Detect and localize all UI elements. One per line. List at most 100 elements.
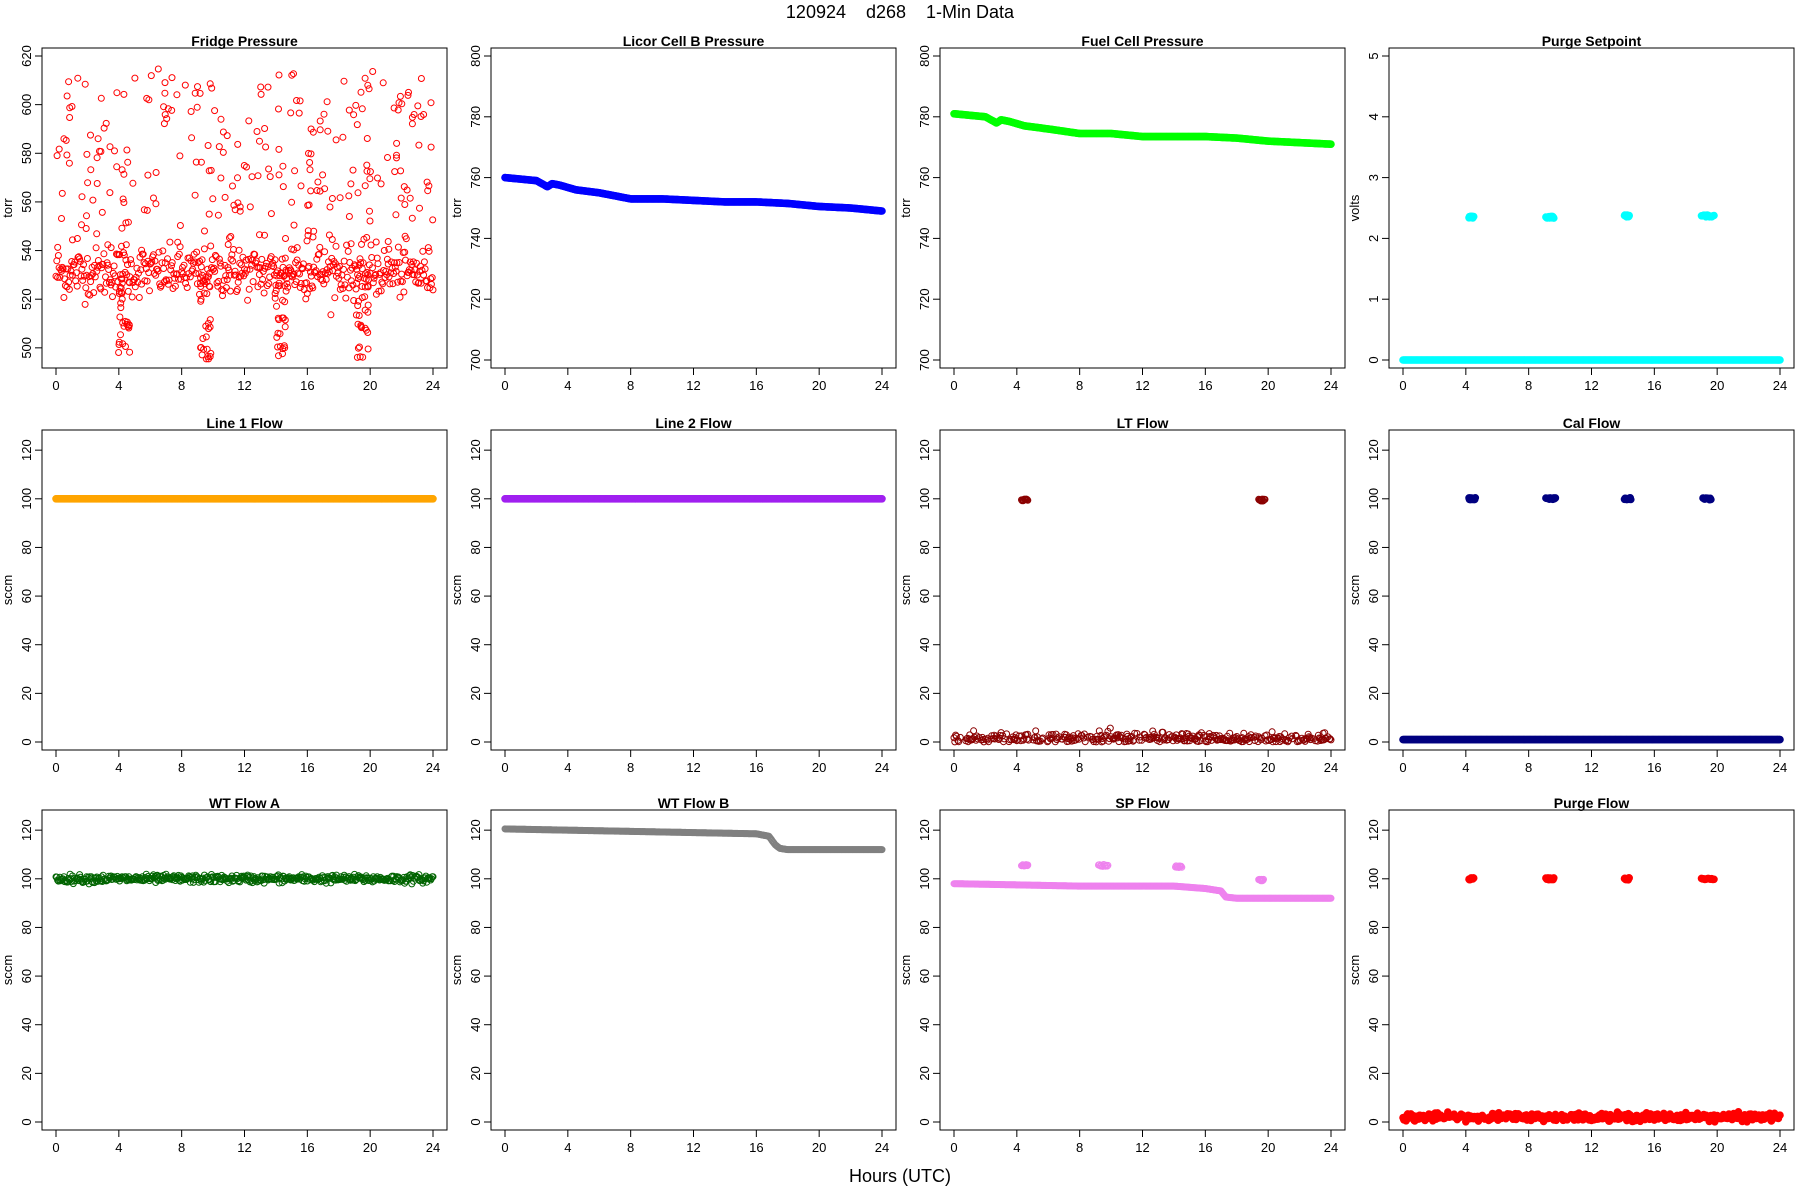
- x-tick-label: 8: [1525, 760, 1532, 775]
- y-axis-label: volts: [1347, 194, 1362, 221]
- data-point: [400, 288, 408, 296]
- data-point: [314, 178, 322, 186]
- x-tick-label: 0: [501, 760, 508, 775]
- data-point: [183, 284, 191, 291]
- data-point: [59, 265, 67, 273]
- data-point: [347, 240, 355, 248]
- data-point: [83, 212, 90, 220]
- data-point: [227, 233, 235, 240]
- data-point: [243, 163, 250, 171]
- data-point: [408, 120, 416, 128]
- data-point: [254, 172, 262, 180]
- data-point: [377, 180, 385, 188]
- data-point: [191, 258, 199, 266]
- data-point: [297, 182, 305, 190]
- data-point: [197, 295, 205, 303]
- data-point: [234, 174, 241, 182]
- data-point: [197, 263, 205, 271]
- data-point: [386, 280, 394, 288]
- data-point: [219, 128, 227, 136]
- x-tick-label: 24: [875, 378, 889, 393]
- data-point: [148, 258, 156, 266]
- panel-title: Fuel Cell Pressure: [1081, 33, 1203, 49]
- data-point: [363, 161, 371, 169]
- y-tick-label: 60: [917, 589, 932, 603]
- data-point: [343, 273, 351, 281]
- data-point: [398, 278, 406, 286]
- x-tick-label: 16: [1198, 760, 1212, 775]
- data-point: [116, 251, 124, 259]
- data-point: [99, 261, 107, 268]
- x-tick-label: 4: [115, 1140, 122, 1155]
- data-point: [878, 495, 886, 503]
- x-tick-label: 0: [52, 378, 59, 393]
- data-point: [345, 213, 353, 220]
- data-point: [397, 194, 405, 202]
- data-point: [258, 255, 266, 263]
- data-point: [417, 75, 425, 82]
- y-tick-label: 40: [19, 1017, 34, 1031]
- data-point: [391, 168, 399, 176]
- data-point: [342, 294, 350, 302]
- x-tick-label: 24: [1773, 378, 1787, 393]
- x-tick-label: 20: [363, 760, 377, 775]
- data-point: [293, 244, 301, 252]
- data-point: [65, 278, 73, 286]
- y-tick-label: 580: [19, 142, 34, 164]
- y-tick-label: 780: [917, 106, 932, 128]
- data-point: [234, 199, 242, 207]
- data-point: [293, 97, 300, 104]
- y-tick-label: 0: [19, 738, 34, 745]
- panel-title: LT Flow: [1117, 415, 1169, 431]
- data-point: [340, 265, 347, 273]
- data-point: [164, 280, 172, 288]
- x-tick-label: 0: [1399, 378, 1406, 393]
- plot-frame: [939, 429, 1346, 751]
- data-point: [119, 340, 127, 348]
- data-point: [69, 236, 76, 244]
- data-point: [122, 241, 130, 249]
- data-point: [263, 282, 271, 290]
- y-tick-label: 500: [19, 337, 34, 359]
- data-point: [393, 154, 400, 162]
- y-tick-label: 620: [19, 45, 34, 67]
- data-point: [398, 100, 406, 108]
- data-point: [271, 256, 279, 264]
- data-point: [267, 210, 275, 218]
- y-tick-label: 20: [1366, 686, 1381, 700]
- data-point: [202, 333, 210, 341]
- y-tick-label: 80: [917, 540, 932, 554]
- y-tick-label: 600: [19, 94, 34, 116]
- data-point: [118, 295, 126, 303]
- data-point: [355, 312, 363, 319]
- data-point: [200, 245, 208, 253]
- y-tick-label: 800: [468, 45, 483, 67]
- data-point: [347, 180, 355, 188]
- plot-frame: [41, 429, 448, 751]
- data-point: [206, 80, 214, 88]
- data-points: [501, 173, 886, 215]
- data-point: [371, 272, 379, 279]
- x-tick-label: 4: [564, 378, 571, 393]
- data-point: [141, 277, 149, 285]
- data-point: [230, 201, 238, 209]
- data-point: [320, 110, 328, 118]
- x-tick-label: 4: [115, 760, 122, 775]
- data-point: [423, 178, 431, 186]
- data-point: [354, 189, 362, 197]
- data-point: [303, 279, 310, 287]
- data-point: [362, 326, 370, 334]
- data-point: [194, 83, 201, 91]
- data-point: [81, 300, 89, 308]
- data-point: [878, 207, 886, 215]
- data-point: [122, 256, 130, 264]
- data-point: [117, 299, 125, 307]
- data-point: [273, 333, 281, 341]
- data-point: [1550, 214, 1558, 222]
- data-point: [97, 148, 105, 155]
- data-point: [83, 255, 91, 262]
- data-point: [98, 208, 106, 216]
